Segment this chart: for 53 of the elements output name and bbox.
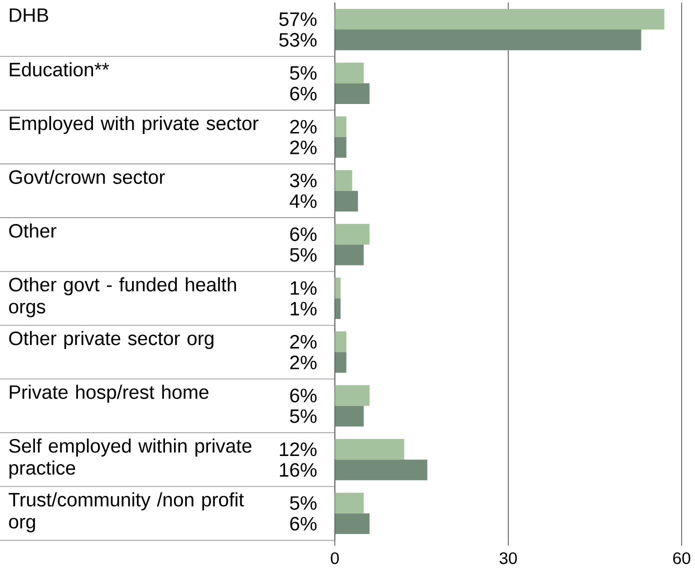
bar <box>334 30 642 50</box>
bar <box>334 224 370 245</box>
y-tick-label: Employed with private sector <box>10 116 258 134</box>
y-tick-label: Other private sector org <box>9 331 214 350</box>
bar <box>334 492 364 514</box>
data-label: 5% <box>290 66 317 80</box>
bar <box>334 514 370 534</box>
data-label: 2% <box>290 120 317 134</box>
data-label: 5% <box>290 248 317 262</box>
data-label: 2% <box>290 356 317 370</box>
bar <box>334 244 364 266</box>
bar <box>334 460 428 480</box>
bar <box>334 332 346 352</box>
y-tick-label: Other govt - funded health orgs <box>9 277 236 318</box>
data-label: 16% <box>280 463 317 478</box>
bar <box>334 9 664 30</box>
data-label: 6% <box>290 228 317 242</box>
data-label: 6% <box>290 517 317 531</box>
y-tick-label: Govt/crown sector <box>9 170 165 184</box>
data-label: 12% <box>280 442 317 456</box>
bar <box>334 137 346 158</box>
data-label: 57% <box>279 12 317 26</box>
y-tick-label: DHB <box>10 8 48 22</box>
y-tick-label: Private hosp/rest home <box>10 384 208 404</box>
data-label: 5% <box>290 410 317 424</box>
bar <box>334 116 346 138</box>
data-label: 6% <box>290 388 317 403</box>
data-label: 2% <box>290 140 317 154</box>
bar <box>334 62 364 84</box>
bar <box>334 298 341 320</box>
bar <box>334 406 364 427</box>
x-tick-label: 0 <box>330 552 339 564</box>
bar <box>334 278 341 299</box>
bar <box>334 352 346 373</box>
data-label: 2% <box>290 335 317 349</box>
data-label: 53% <box>279 33 317 47</box>
data-label: 5% <box>290 496 317 510</box>
y-tick-label: Education** <box>10 62 110 77</box>
bar <box>334 84 370 104</box>
x-tick-label: 30 <box>500 552 517 564</box>
bar <box>334 385 370 406</box>
data-label: 4% <box>290 194 317 208</box>
bar <box>334 191 358 212</box>
y-tick-label: Other <box>9 224 56 238</box>
bar <box>334 170 352 192</box>
data-label: 6% <box>290 86 317 101</box>
data-label: 3% <box>290 174 317 188</box>
y-tick-label: Self employed within private practice <box>9 438 252 479</box>
x-tick-label: 60 <box>673 552 690 564</box>
data-label: 1% <box>290 281 317 295</box>
data-label: 1% <box>290 302 317 316</box>
y-tick-label: Trust/community /non profit org <box>8 492 244 533</box>
bar <box>334 439 404 460</box>
